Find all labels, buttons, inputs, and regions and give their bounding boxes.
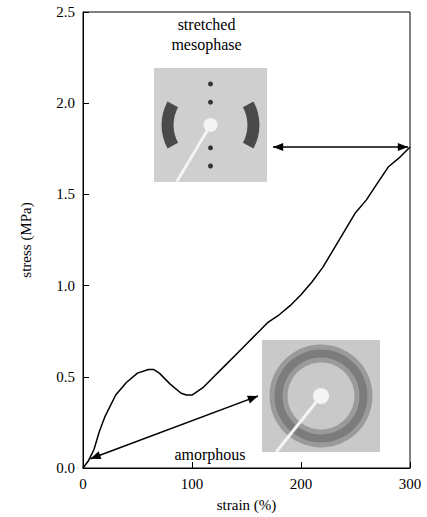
svg-text:0: 0 bbox=[79, 476, 87, 492]
svg-text:strain (%): strain (%) bbox=[217, 497, 277, 514]
svg-text:1.5: 1.5 bbox=[56, 186, 75, 202]
svg-text:1.0: 1.0 bbox=[56, 278, 75, 294]
svg-text:200: 200 bbox=[290, 476, 313, 492]
svg-text:mesophase: mesophase bbox=[171, 36, 241, 54]
svg-text:2.5: 2.5 bbox=[56, 4, 75, 20]
svg-text:2.0: 2.0 bbox=[56, 95, 75, 111]
svg-text:0.0: 0.0 bbox=[56, 460, 75, 476]
svg-text:amorphous: amorphous bbox=[174, 446, 245, 464]
svg-text:0.5: 0.5 bbox=[56, 369, 75, 385]
svg-text:100: 100 bbox=[181, 476, 204, 492]
svg-text:stress (MPa): stress (MPa) bbox=[18, 202, 35, 277]
svg-text:stretched: stretched bbox=[178, 16, 236, 33]
svg-text:300: 300 bbox=[399, 476, 422, 492]
